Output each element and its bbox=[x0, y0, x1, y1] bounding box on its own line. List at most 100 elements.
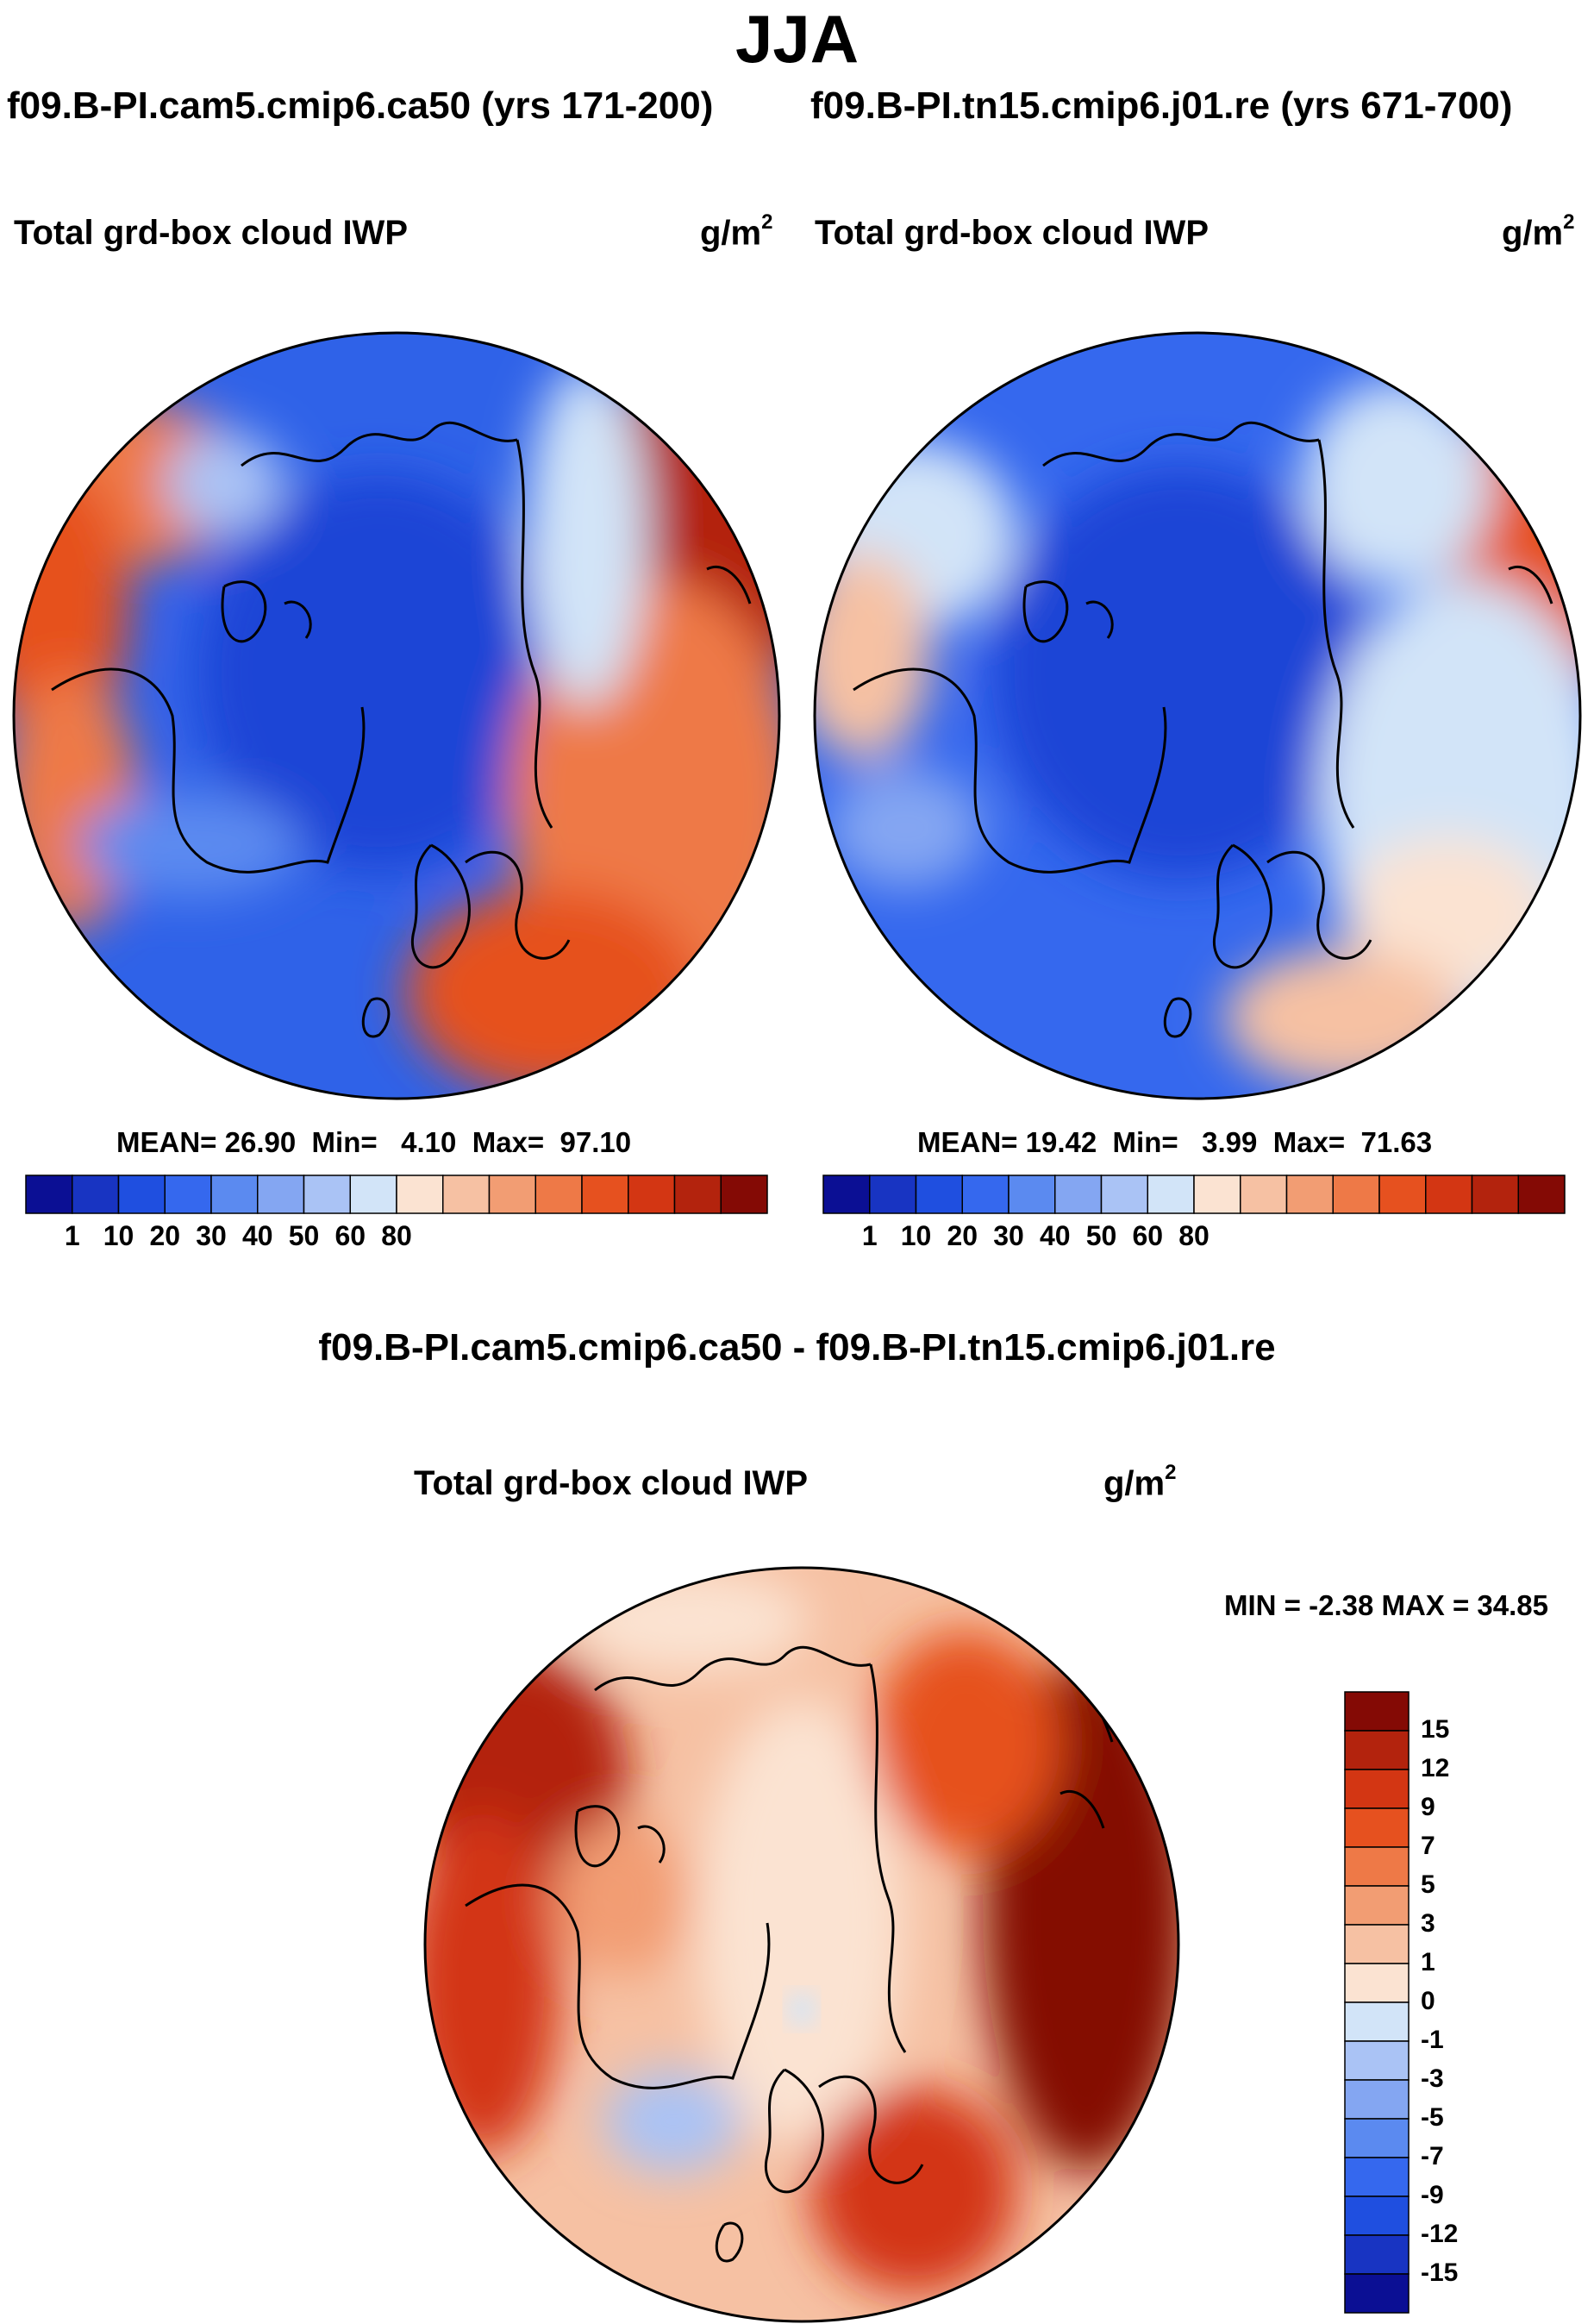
colorbar-right-box-14 bbox=[1471, 1175, 1519, 1214]
colorbar-diff-box-1 bbox=[1344, 1730, 1410, 1770]
colorbar-right-box-10 bbox=[1285, 1175, 1334, 1214]
colorbar-diff-box-0 bbox=[1344, 1691, 1410, 1732]
colorbar-left-tick-label: 40 bbox=[241, 1220, 273, 1251]
colorbar-left-box-1 bbox=[72, 1175, 120, 1214]
colorbar-right-box-3 bbox=[961, 1175, 1010, 1214]
colorbar-left-tick-label: 10 bbox=[103, 1220, 134, 1251]
colorbar-left-box-3 bbox=[164, 1175, 212, 1214]
colorbar-right-box-6 bbox=[1100, 1175, 1148, 1214]
colorbar-right-tick-label: 80 bbox=[1178, 1220, 1210, 1251]
season-title: JJA bbox=[734, 1, 860, 77]
colorbar-left-tick-label: 80 bbox=[381, 1220, 412, 1251]
colorbar-diff-box-14 bbox=[1344, 2234, 1410, 2275]
colorbar-diff-box-10 bbox=[1344, 2079, 1410, 2120]
colorbar-diff-tick-label: 12 bbox=[1421, 1754, 1450, 1782]
colorbar-diff-tick-label: -5 bbox=[1421, 2103, 1444, 2132]
colorbar-diff-box-5 bbox=[1344, 1885, 1410, 1926]
colorbar-left-box-0 bbox=[25, 1175, 73, 1214]
colorbar-right-tick-label: 30 bbox=[993, 1220, 1024, 1251]
colorbar-diff-box-7 bbox=[1344, 1963, 1410, 2003]
colorbar-right-box-11 bbox=[1332, 1175, 1380, 1214]
colorbar-left-box-8 bbox=[396, 1175, 444, 1214]
colorbar-left-box-7 bbox=[349, 1175, 397, 1214]
case-right-title: f09.B-PI.tn15.cmip6.j01.re (yrs 671-700) bbox=[810, 85, 1513, 127]
colorbar-diff-tick-label: -3 bbox=[1421, 2064, 1444, 2093]
colorbar-left-box-12 bbox=[581, 1175, 629, 1214]
colorbar-diff-box-4 bbox=[1344, 1846, 1410, 1887]
colorbar-left-box-15 bbox=[720, 1175, 768, 1214]
colorbar-left bbox=[25, 1175, 768, 1214]
stats-left: MEAN= 26.90 Min= 4.10 Max= 97.10 bbox=[116, 1126, 632, 1158]
colorbar-diff-box-13 bbox=[1344, 2196, 1410, 2236]
stats-right: MEAN= 19.42 Min= 3.99 Max= 71.63 bbox=[917, 1126, 1433, 1158]
plot-right-title: Total grd-box cloud IWP bbox=[815, 214, 1209, 252]
colorbar-right-box-12 bbox=[1378, 1175, 1427, 1214]
plot-diff-units: g/m2 bbox=[1103, 1461, 1177, 1503]
colorbar-left-box-9 bbox=[442, 1175, 491, 1214]
colorbar-right-tick-label: 20 bbox=[947, 1220, 978, 1251]
colorbar-right-box-15 bbox=[1517, 1175, 1566, 1214]
colorbar-left-box-2 bbox=[117, 1175, 166, 1214]
plot-left-title: Total grd-box cloud IWP bbox=[14, 214, 408, 252]
map-left bbox=[14, 333, 779, 1099]
colorbar-diff-box-9 bbox=[1344, 2040, 1410, 2081]
map-right-border bbox=[813, 331, 1582, 1100]
colorbar-diff bbox=[1344, 1691, 1410, 2314]
colorbar-left-box-10 bbox=[488, 1175, 536, 1214]
colorbar-diff-tick-label: -12 bbox=[1421, 2220, 1459, 2248]
colorbar-left-tick-label: 1 bbox=[64, 1220, 80, 1251]
colorbar-left-box-14 bbox=[673, 1175, 722, 1214]
colorbar-diff-box-15 bbox=[1344, 2273, 1410, 2314]
colorbar-right-box-4 bbox=[1008, 1175, 1056, 1214]
colorbar-right-box-0 bbox=[822, 1175, 871, 1214]
colorbar-left-box-13 bbox=[628, 1175, 676, 1214]
colorbar-right-box-5 bbox=[1054, 1175, 1103, 1214]
map-right bbox=[815, 333, 1580, 1099]
colorbar-right-box-1 bbox=[869, 1175, 917, 1214]
colorbar-right-tick-label: 10 bbox=[900, 1220, 932, 1251]
colorbar-diff-tick-label: 1 bbox=[1421, 1948, 1435, 1976]
colorbar-right-box-9 bbox=[1240, 1175, 1288, 1214]
diff-min-max: MIN = -2.38 MAX = 34.85 bbox=[1224, 1589, 1549, 1621]
map-diff bbox=[425, 1568, 1178, 2321]
colorbar-right-tick-label: 50 bbox=[1085, 1220, 1117, 1251]
colorbar-right-tick-label: 1 bbox=[861, 1220, 878, 1251]
plot-diff-title: Total grd-box cloud IWP bbox=[414, 1464, 808, 1502]
colorbar-diff-tick-label: 5 bbox=[1421, 1870, 1435, 1899]
colorbar-diff-box-11 bbox=[1344, 2118, 1410, 2158]
colorbar-diff-box-8 bbox=[1344, 2001, 1410, 2042]
map-diff-border bbox=[423, 1566, 1180, 2323]
colorbar-diff-tick-label: 15 bbox=[1421, 1715, 1450, 1744]
colorbar-diff-tick-label: 7 bbox=[1421, 1832, 1435, 1860]
colorbar-left-tick-label: 20 bbox=[149, 1220, 181, 1251]
colorbar-diff-box-2 bbox=[1344, 1769, 1410, 1809]
colorbar-right bbox=[822, 1175, 1566, 1214]
colorbar-left-box-6 bbox=[303, 1175, 351, 1214]
colorbar-diff-box-6 bbox=[1344, 1924, 1410, 1964]
colorbar-diff-tick-label: -15 bbox=[1421, 2258, 1459, 2287]
colorbar-left-tick-label: 50 bbox=[288, 1220, 320, 1251]
colorbar-left-tick-label: 30 bbox=[196, 1220, 227, 1251]
colorbar-diff-tick-label: -1 bbox=[1421, 2026, 1444, 2054]
case-left-title: f09.B-PI.cam5.cmip6.ca50 (yrs 171-200) bbox=[7, 85, 714, 127]
colorbar-right-box-8 bbox=[1193, 1175, 1241, 1214]
colorbar-diff-tick-label: 9 bbox=[1421, 1793, 1435, 1821]
colorbar-left-box-11 bbox=[534, 1175, 583, 1214]
colorbar-diff-tick-label: -7 bbox=[1421, 2142, 1444, 2171]
colorbar-right-box-2 bbox=[915, 1175, 963, 1214]
colorbar-left-box-5 bbox=[257, 1175, 305, 1214]
colorbar-diff-tick-label: -9 bbox=[1421, 2181, 1444, 2209]
colorbar-right-box-7 bbox=[1147, 1175, 1195, 1214]
map-left-border bbox=[12, 331, 781, 1100]
colorbar-left-box-4 bbox=[210, 1175, 259, 1214]
colorbar-right-tick-label: 40 bbox=[1039, 1220, 1071, 1251]
colorbar-diff-box-3 bbox=[1344, 1807, 1410, 1848]
colorbar-right-tick-label: 60 bbox=[1132, 1220, 1164, 1251]
colorbar-diff-tick-label: 0 bbox=[1421, 1987, 1435, 2015]
colorbar-diff-box-12 bbox=[1344, 2157, 1410, 2197]
plot-right-units: g/m2 bbox=[1502, 210, 1575, 253]
colorbar-diff-tick-label: 3 bbox=[1421, 1909, 1435, 1938]
colorbar-left-tick-label: 60 bbox=[334, 1220, 366, 1251]
plot-left-units: g/m2 bbox=[700, 210, 773, 253]
